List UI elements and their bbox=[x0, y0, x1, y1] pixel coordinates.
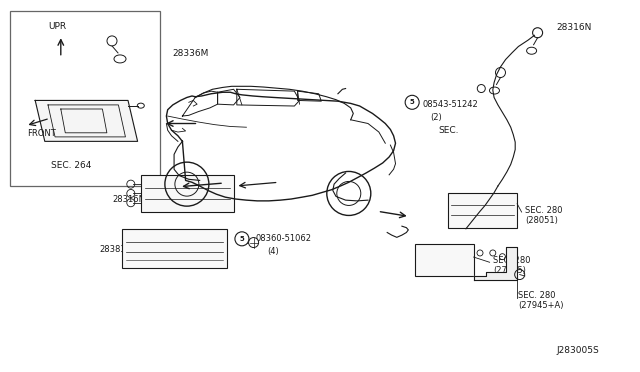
Bar bbox=[448, 193, 517, 228]
Text: 28316NA: 28316NA bbox=[112, 195, 151, 203]
Text: (27945+A): (27945+A) bbox=[518, 301, 564, 310]
Polygon shape bbox=[35, 100, 138, 141]
Circle shape bbox=[235, 232, 249, 246]
Text: FRONT: FRONT bbox=[27, 129, 56, 138]
Bar bbox=[415, 244, 474, 276]
Text: (28051): (28051) bbox=[525, 216, 557, 225]
Text: 5: 5 bbox=[239, 236, 244, 242]
Text: (2): (2) bbox=[430, 113, 442, 122]
Bar bbox=[141, 175, 234, 212]
Circle shape bbox=[248, 238, 259, 247]
Text: (4): (4) bbox=[268, 247, 279, 256]
Text: J283005S: J283005S bbox=[557, 346, 600, 355]
Text: 28336M: 28336M bbox=[173, 49, 209, 58]
Text: (27945): (27945) bbox=[493, 266, 525, 275]
Polygon shape bbox=[166, 92, 396, 201]
Bar bbox=[122, 229, 227, 268]
Text: SEC.: SEC. bbox=[438, 126, 459, 135]
Text: 08543-51242: 08543-51242 bbox=[422, 100, 478, 109]
Text: 08360-51062: 08360-51062 bbox=[256, 234, 312, 243]
Text: 5: 5 bbox=[410, 99, 415, 105]
Polygon shape bbox=[474, 247, 517, 280]
Text: 28383M: 28383M bbox=[99, 246, 133, 254]
Text: 28212: 28212 bbox=[461, 196, 489, 205]
Text: SEC. 264: SEC. 264 bbox=[51, 161, 92, 170]
Text: 28316N: 28316N bbox=[557, 23, 592, 32]
Bar bbox=[10, 11, 160, 186]
Text: SEC. 280: SEC. 280 bbox=[525, 206, 563, 215]
Text: UPR: UPR bbox=[48, 22, 66, 31]
Circle shape bbox=[405, 95, 419, 109]
Text: SEC. 280: SEC. 280 bbox=[493, 256, 531, 265]
Text: SEC. 280: SEC. 280 bbox=[518, 291, 556, 300]
